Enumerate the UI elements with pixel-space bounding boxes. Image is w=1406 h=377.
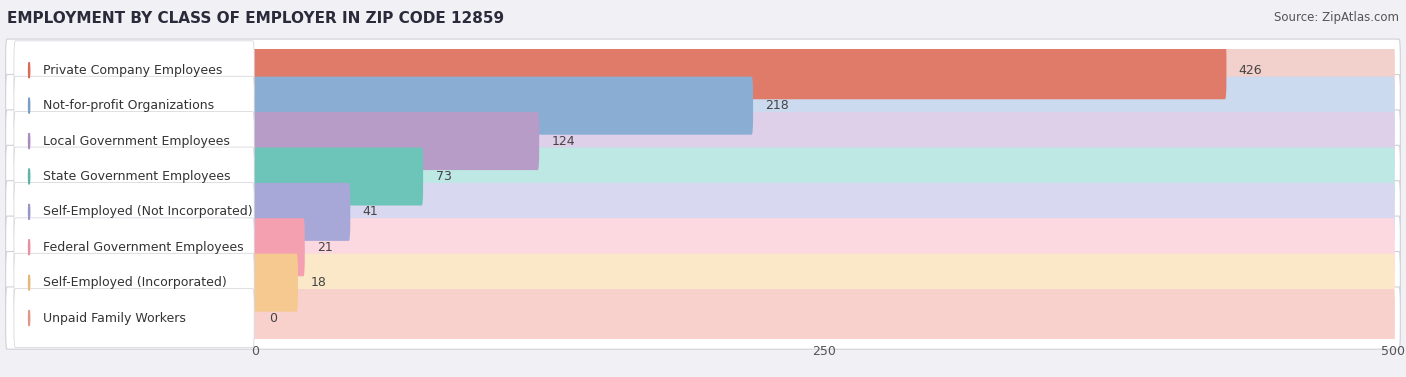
FancyBboxPatch shape <box>254 41 1395 99</box>
FancyBboxPatch shape <box>14 218 254 277</box>
FancyBboxPatch shape <box>14 76 254 135</box>
FancyBboxPatch shape <box>14 182 254 241</box>
Text: 124: 124 <box>551 135 575 147</box>
FancyBboxPatch shape <box>254 77 754 135</box>
FancyBboxPatch shape <box>254 254 298 312</box>
FancyBboxPatch shape <box>14 253 254 312</box>
FancyBboxPatch shape <box>14 289 254 348</box>
FancyBboxPatch shape <box>254 41 1226 99</box>
Text: 21: 21 <box>318 241 333 254</box>
Text: Unpaid Family Workers: Unpaid Family Workers <box>44 311 186 325</box>
Text: Self-Employed (Not Incorporated): Self-Employed (Not Incorporated) <box>44 205 253 218</box>
FancyBboxPatch shape <box>14 112 254 170</box>
FancyBboxPatch shape <box>254 147 423 205</box>
Text: 426: 426 <box>1239 64 1263 77</box>
Text: 18: 18 <box>311 276 326 289</box>
FancyBboxPatch shape <box>254 183 1395 241</box>
FancyBboxPatch shape <box>254 112 538 170</box>
FancyBboxPatch shape <box>6 110 1400 172</box>
FancyBboxPatch shape <box>6 75 1400 137</box>
Text: EMPLOYMENT BY CLASS OF EMPLOYER IN ZIP CODE 12859: EMPLOYMENT BY CLASS OF EMPLOYER IN ZIP C… <box>7 11 505 26</box>
Text: Not-for-profit Organizations: Not-for-profit Organizations <box>44 99 214 112</box>
FancyBboxPatch shape <box>254 112 1395 170</box>
Text: Source: ZipAtlas.com: Source: ZipAtlas.com <box>1274 11 1399 24</box>
FancyBboxPatch shape <box>254 218 1395 276</box>
FancyBboxPatch shape <box>14 41 254 100</box>
FancyBboxPatch shape <box>6 181 1400 243</box>
Text: 218: 218 <box>765 99 789 112</box>
FancyBboxPatch shape <box>254 183 350 241</box>
FancyBboxPatch shape <box>6 216 1400 278</box>
FancyBboxPatch shape <box>254 218 305 276</box>
FancyBboxPatch shape <box>14 147 254 206</box>
Text: 73: 73 <box>436 170 451 183</box>
FancyBboxPatch shape <box>254 254 1395 312</box>
FancyBboxPatch shape <box>6 287 1400 349</box>
Text: Federal Government Employees: Federal Government Employees <box>44 241 243 254</box>
Text: 41: 41 <box>363 205 378 218</box>
Text: State Government Employees: State Government Employees <box>44 170 231 183</box>
Text: Private Company Employees: Private Company Employees <box>44 64 222 77</box>
FancyBboxPatch shape <box>6 39 1400 101</box>
FancyBboxPatch shape <box>6 251 1400 314</box>
Text: Local Government Employees: Local Government Employees <box>44 135 229 147</box>
Text: Self-Employed (Incorporated): Self-Employed (Incorporated) <box>44 276 226 289</box>
Text: 0: 0 <box>270 311 277 325</box>
FancyBboxPatch shape <box>254 289 1395 347</box>
FancyBboxPatch shape <box>6 145 1400 208</box>
FancyBboxPatch shape <box>254 147 1395 205</box>
FancyBboxPatch shape <box>254 77 1395 135</box>
